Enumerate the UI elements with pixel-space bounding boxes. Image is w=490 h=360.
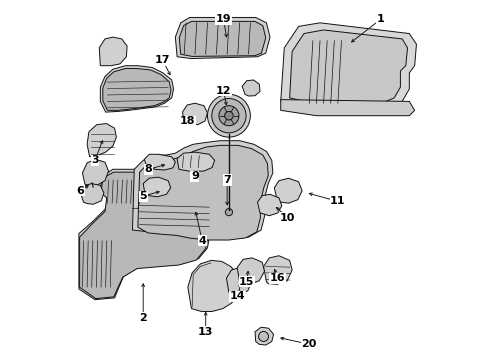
Circle shape [225, 208, 232, 216]
Text: 4: 4 [198, 236, 206, 246]
Circle shape [207, 94, 250, 137]
Text: 17: 17 [155, 55, 171, 65]
Text: 12: 12 [216, 86, 231, 96]
Polygon shape [258, 194, 282, 216]
Text: 18: 18 [180, 116, 196, 126]
Polygon shape [81, 184, 104, 204]
Text: 16: 16 [270, 273, 285, 283]
Polygon shape [226, 267, 252, 295]
Polygon shape [237, 258, 265, 284]
Polygon shape [79, 172, 207, 298]
Polygon shape [143, 177, 171, 197]
Polygon shape [242, 80, 260, 96]
Polygon shape [100, 66, 173, 112]
Text: 20: 20 [302, 339, 317, 349]
Polygon shape [281, 100, 415, 116]
Text: 19: 19 [216, 14, 231, 24]
Text: 1: 1 [377, 14, 385, 24]
Text: 10: 10 [280, 212, 295, 222]
Circle shape [219, 106, 239, 126]
Circle shape [259, 332, 269, 342]
Polygon shape [290, 30, 408, 107]
Text: 8: 8 [145, 164, 152, 174]
Text: 9: 9 [191, 171, 199, 181]
Polygon shape [132, 141, 273, 239]
Polygon shape [79, 169, 209, 300]
Polygon shape [281, 23, 416, 112]
Polygon shape [264, 256, 292, 284]
Polygon shape [182, 103, 207, 125]
Text: 7: 7 [223, 175, 231, 185]
Polygon shape [87, 123, 117, 157]
Text: 14: 14 [230, 291, 245, 301]
Polygon shape [179, 21, 266, 57]
Text: 11: 11 [330, 197, 345, 206]
Polygon shape [175, 18, 270, 59]
Polygon shape [138, 145, 268, 240]
Polygon shape [103, 68, 171, 111]
Polygon shape [144, 154, 175, 170]
Polygon shape [99, 37, 127, 66]
Polygon shape [177, 152, 215, 171]
Text: 5: 5 [139, 191, 147, 201]
Circle shape [224, 111, 233, 120]
Polygon shape [255, 327, 273, 345]
Polygon shape [82, 159, 109, 185]
Text: 15: 15 [239, 277, 254, 287]
Text: 13: 13 [198, 327, 213, 337]
Text: 3: 3 [91, 156, 99, 165]
Text: 6: 6 [77, 186, 85, 196]
Circle shape [212, 99, 246, 133]
Polygon shape [188, 260, 241, 311]
Polygon shape [274, 178, 302, 203]
Text: 2: 2 [139, 312, 147, 323]
